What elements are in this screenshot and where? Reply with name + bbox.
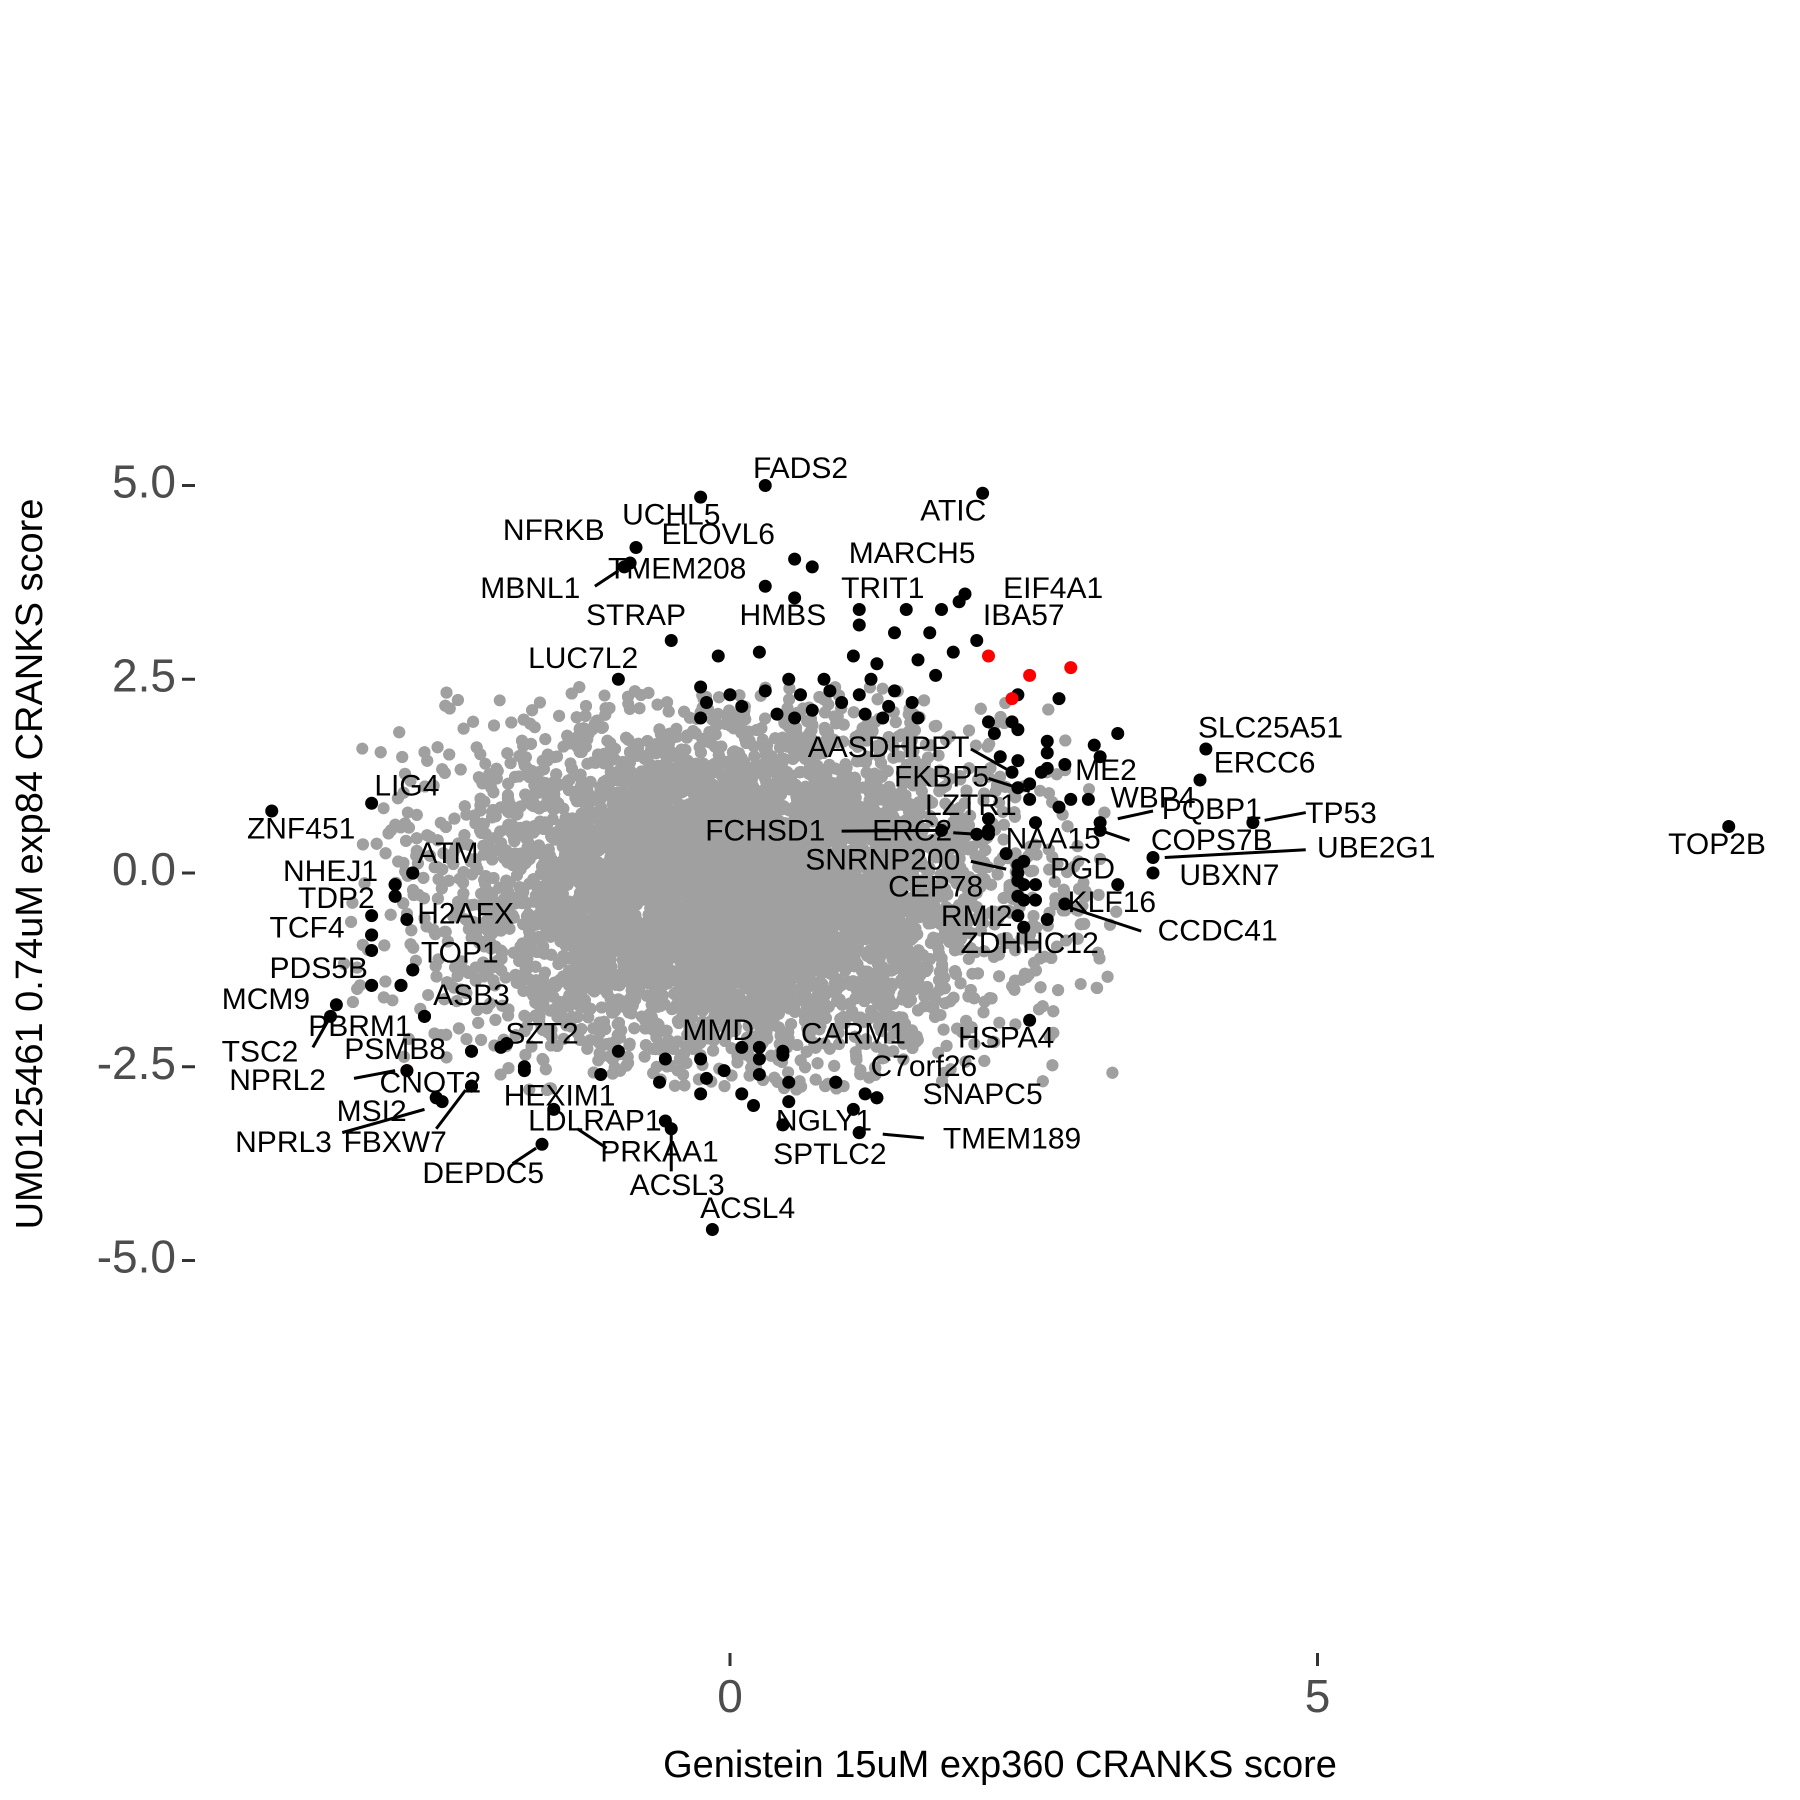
background-point [876, 682, 889, 695]
background-point [422, 989, 435, 1001]
background-point [356, 742, 369, 755]
background-point [493, 694, 506, 707]
background-point [1083, 783, 1095, 796]
background-point [377, 802, 390, 815]
background-point [479, 757, 492, 770]
background-point [993, 1016, 1006, 1029]
background-point [1074, 978, 1087, 990]
background-point [401, 806, 414, 819]
background-point [932, 1046, 945, 1059]
background-point [993, 796, 1006, 809]
background-point [598, 689, 611, 702]
